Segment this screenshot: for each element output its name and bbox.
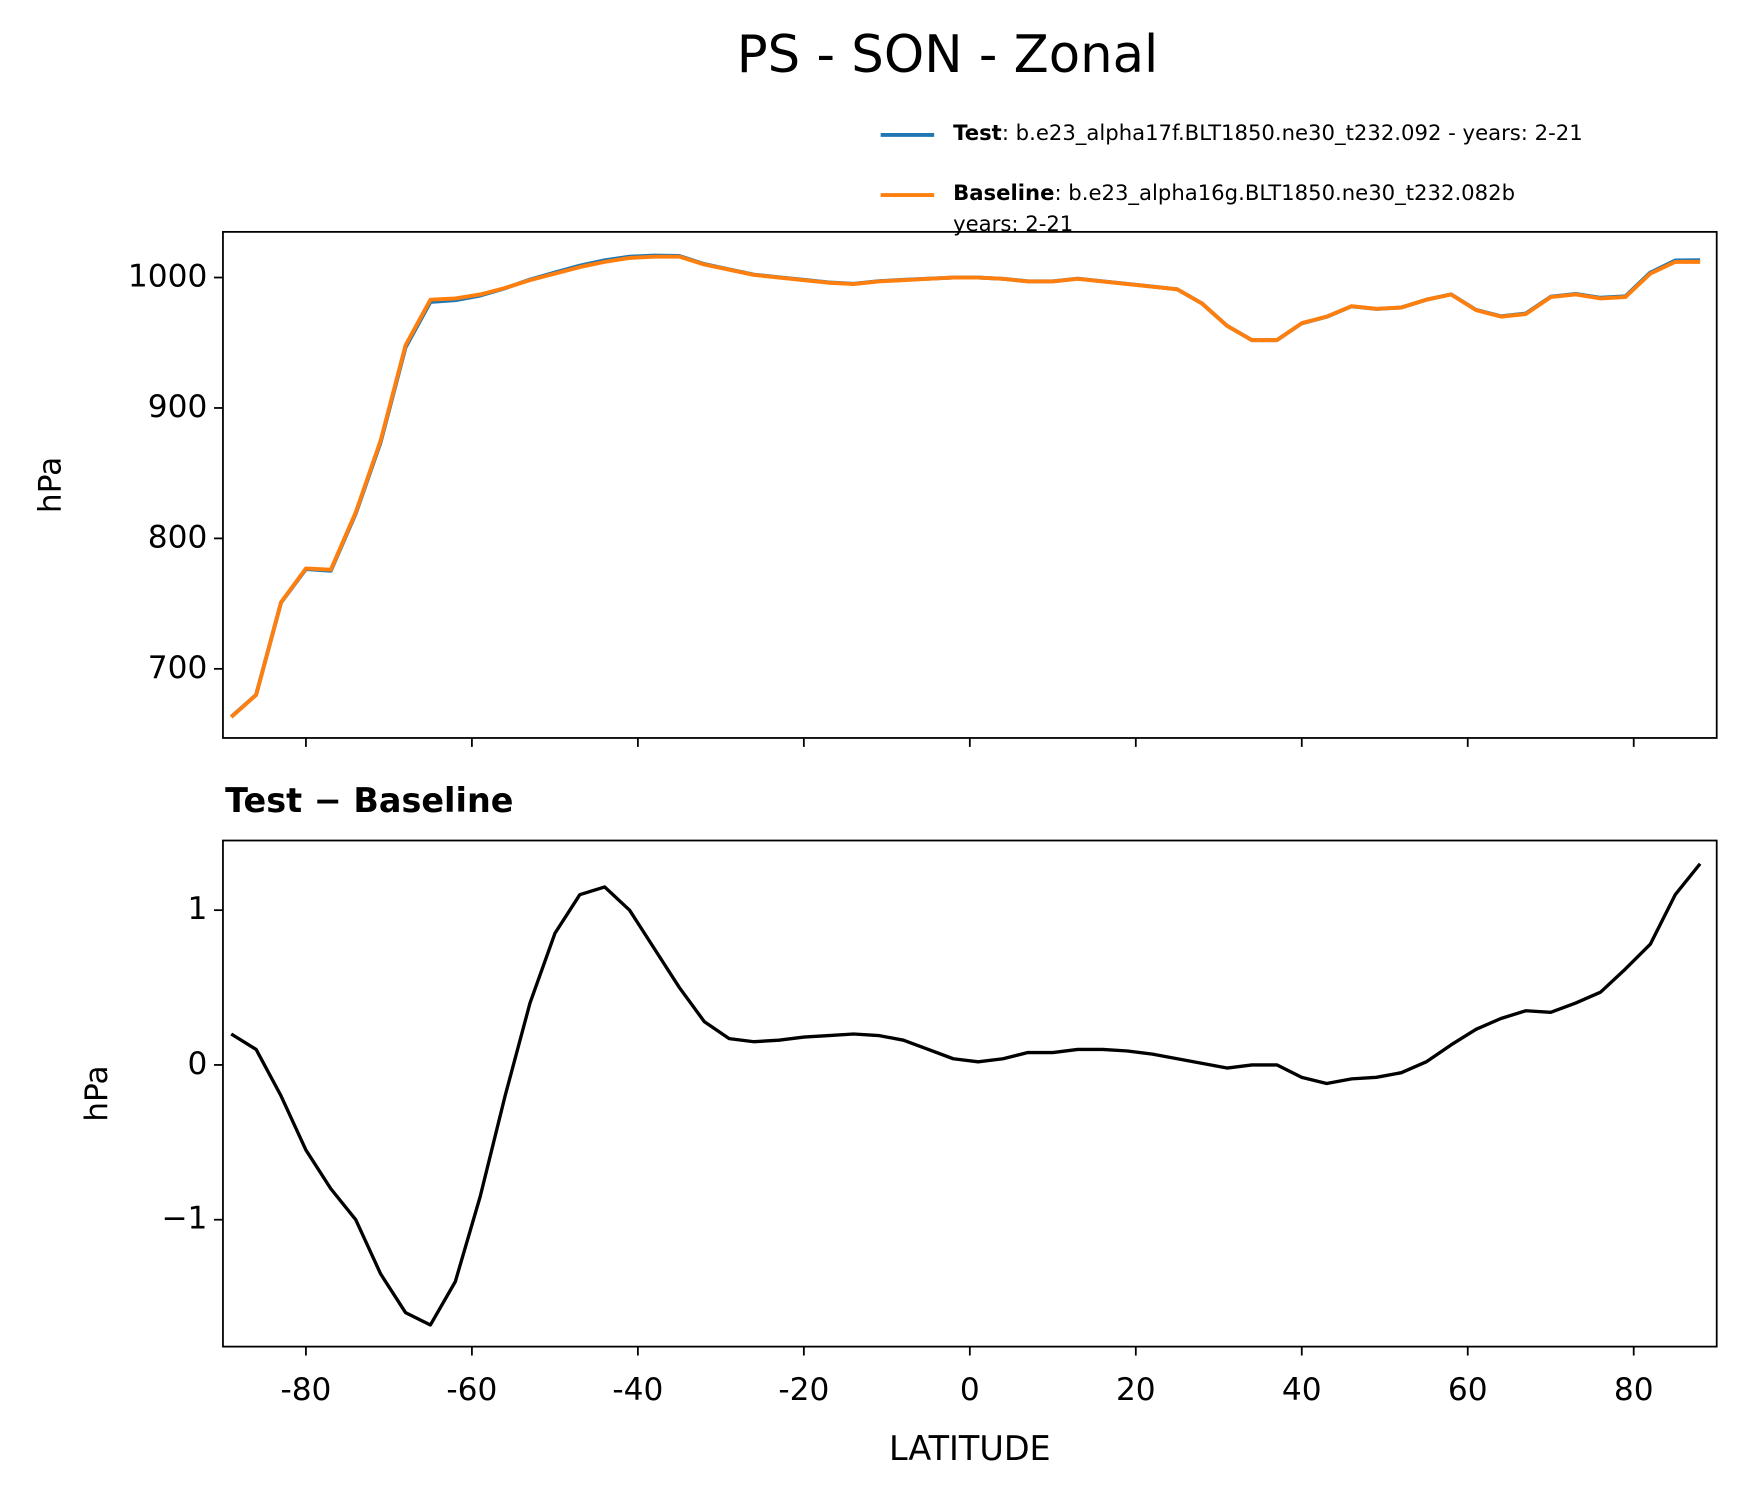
x-tick-label: 20 <box>1116 1372 1156 1408</box>
legend-name: Baseline <box>953 180 1054 205</box>
x-axis-label: LATITUDE <box>889 1429 1051 1468</box>
axes-frame <box>222 839 1718 1348</box>
legend-entry: Test: b.e23_alpha17f.BLT1850.ne30_t232.0… <box>953 120 1583 146</box>
x-tick-label: 60 <box>1448 1372 1488 1408</box>
data-line <box>229 254 1701 719</box>
legend-name: Test <box>953 120 1002 145</box>
y-tick-label: 700 <box>148 650 208 686</box>
x-tick-label: 40 <box>1282 1372 1322 1408</box>
legend-label: : b.e23_alpha17f.BLT1850.ne30_t232.092 -… <box>1002 120 1583 146</box>
x-tick-label: 80 <box>1614 1372 1654 1408</box>
axes-frame <box>222 230 1718 739</box>
y-tick-label: −1 <box>161 1201 207 1237</box>
panel-title: Test − Baseline <box>225 781 513 820</box>
figure-title: PS - SON - Zonal <box>737 25 1159 85</box>
y-tick-label: 1 <box>187 891 207 927</box>
x-tick-label: -40 <box>612 1372 663 1408</box>
x-tick-label: -20 <box>778 1372 829 1408</box>
data-line <box>229 253 1701 719</box>
y-tick-label: 1000 <box>128 259 207 295</box>
data-line <box>230 862 1702 1327</box>
x-tick-label: -60 <box>446 1372 497 1408</box>
y-axis-label: hPa <box>79 1065 115 1121</box>
x-tick-label: -80 <box>280 1372 331 1408</box>
y-tick-label: 900 <box>148 389 208 425</box>
x-tick-label: 0 <box>960 1372 980 1408</box>
legend-entry: Baseline: b.e23_alpha16g.BLT1850.ne30_t2… <box>953 180 1515 206</box>
legend-label: : b.e23_alpha16g.BLT1850.ne30_t232.082b <box>1054 180 1515 206</box>
y-tick-label: 0 <box>187 1046 207 1082</box>
y-tick-label: 800 <box>148 519 208 555</box>
y-axis-label: hPa <box>32 457 68 513</box>
